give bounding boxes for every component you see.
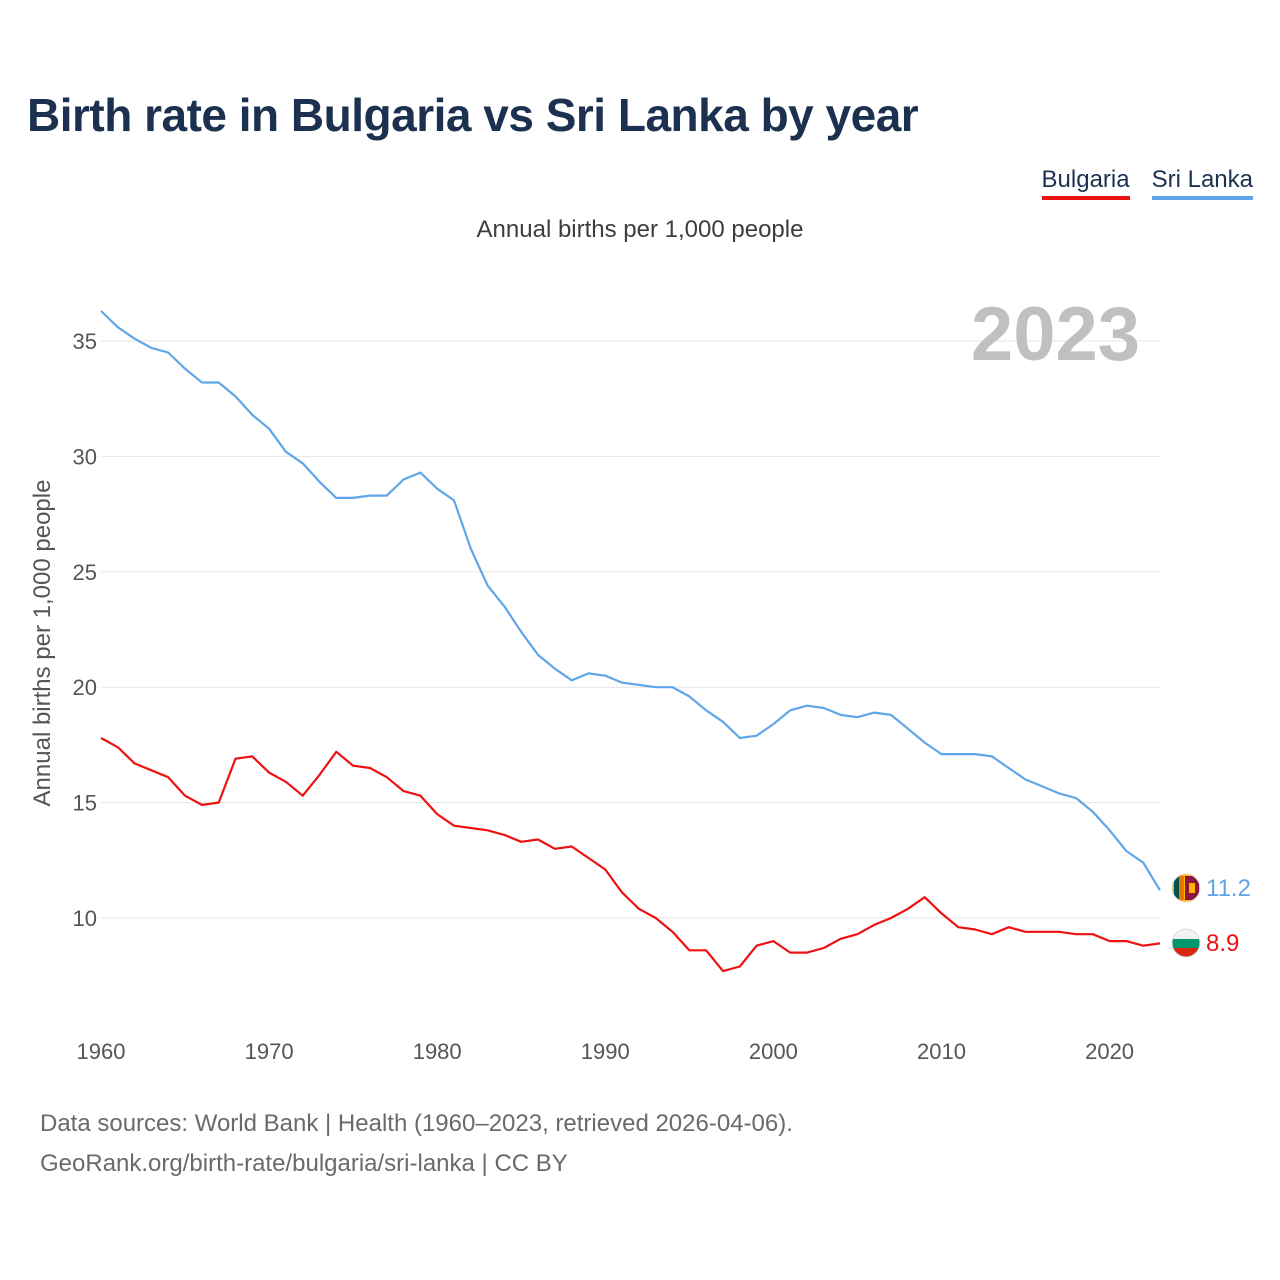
series-line-bulgaria[interactable] [100,737,1161,973]
x-tick-label-1970: 1970 [245,1039,294,1064]
sri-lanka-flag-icon [1171,873,1201,903]
series-lines [100,310,1161,973]
y-tick-label-25: 25 [73,560,97,585]
y-axis-label: Annual births per 1,000 people [29,480,56,807]
x-tick-label-1960: 1960 [77,1039,126,1064]
series-line-sri-lanka[interactable] [100,310,1161,891]
y-tick-label-20: 20 [73,675,97,700]
bulgaria-flag-icon [1171,928,1201,958]
footer: Data sources: World Bank | Health (1960–… [40,1104,793,1184]
x-tick-label-2010: 2010 [917,1039,966,1064]
gridlines [101,340,1161,919]
y-tick-label-10: 10 [73,906,97,931]
legend-item-bulgaria[interactable]: Bulgaria [1041,166,1130,200]
chart-title: Birth rate in Bulgaria vs Sri Lanka by y… [27,89,919,141]
legend-item-sri-lanka[interactable]: Sri Lanka [1151,166,1253,200]
data-source-note: Data sources: World Bank | Health (1960–… [40,1110,793,1137]
year-watermark: 2023 [971,292,1140,377]
x-tick-label-2020: 2020 [1085,1039,1134,1064]
y-tick-label-30: 30 [73,444,97,469]
end-label-sri-lanka: 11.2 [1206,875,1251,902]
attribution-link[interactable]: GeoRank.org/birth-rate/bulgaria/sri-lank… [40,1150,568,1177]
x-axis-ticks: 1960 1970 1980 1990 2000 2010 2020 [77,1039,1135,1064]
end-label-bulgaria: 8.9 [1206,930,1239,957]
y-axis-ticks: 10 15 20 25 30 35 [73,329,97,931]
x-tick-label-1990: 1990 [581,1039,630,1064]
y-tick-label-35: 35 [73,329,97,354]
y-tick-label-15: 15 [73,791,97,816]
chart-subtitle: Annual births per 1,000 people [476,216,804,243]
x-tick-label-2000: 2000 [749,1039,798,1064]
x-tick-label-1980: 1980 [413,1039,462,1064]
legend: Bulgaria Sri Lanka [1041,166,1253,200]
